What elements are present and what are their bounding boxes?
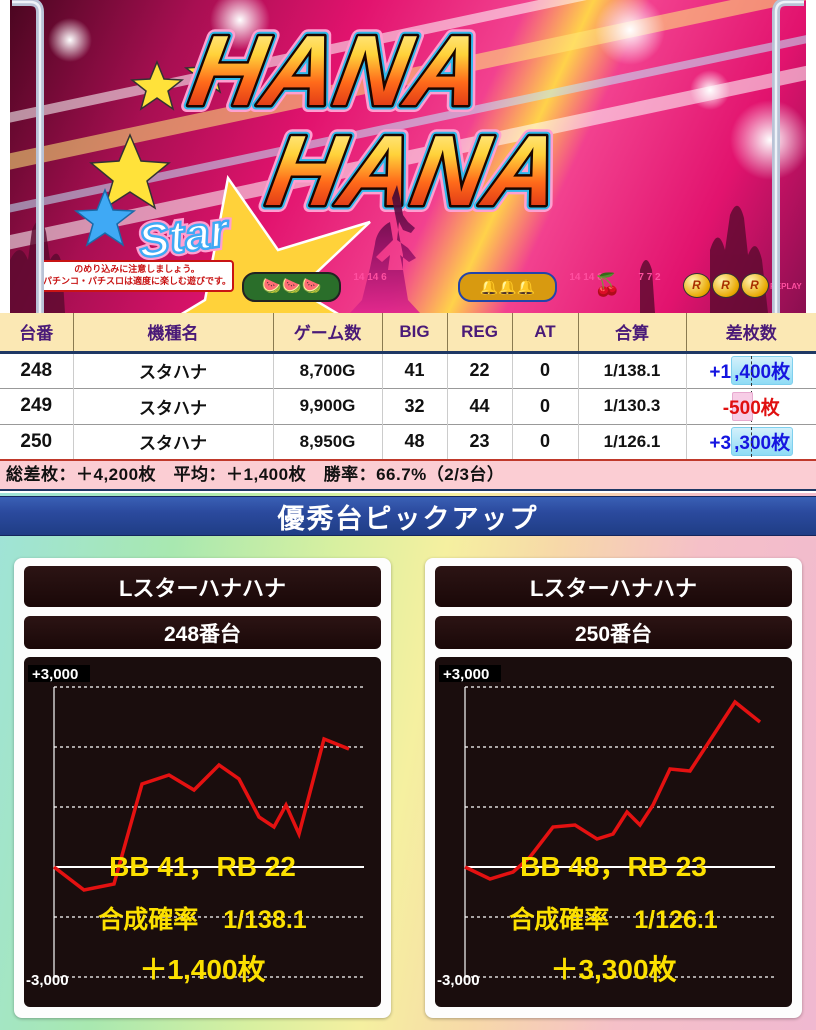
svg-text:+3,000: +3,000 — [443, 666, 489, 683]
svg-text:+3,000: +3,000 — [32, 666, 78, 683]
